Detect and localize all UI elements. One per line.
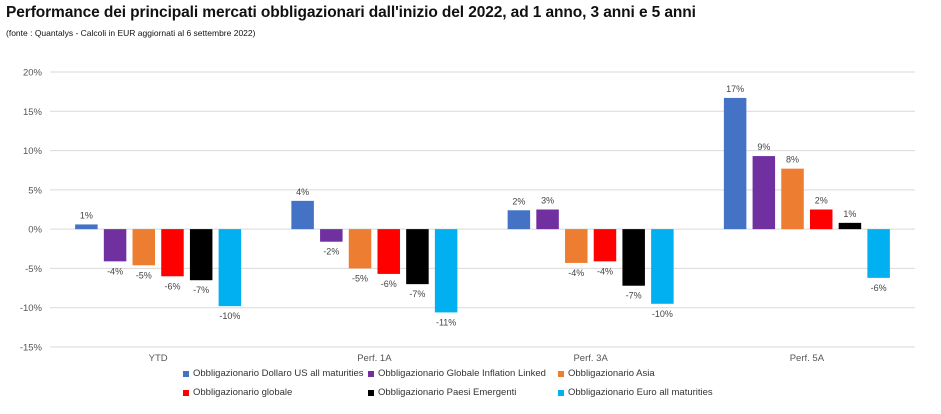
data-label: -4% [568,268,584,278]
data-label: -6% [381,279,397,289]
data-label: -5% [136,270,152,280]
bar [651,229,674,304]
y-tick-label: 15% [23,107,43,118]
x-tick-label: Perf. 1A [357,353,392,364]
data-label: -2% [323,247,339,257]
bar [867,229,890,278]
bar [377,229,400,274]
data-label: 2% [815,196,828,206]
bar [320,229,343,242]
bar [781,168,804,230]
legend-swatch [183,370,189,377]
legend-item: Obbligazionario Euro all maturities [558,387,738,398]
y-tick-label: 20% [23,68,43,79]
legend-label: Obbligazionario Paesi Emergenti [378,387,517,398]
data-label: -4% [597,266,613,276]
bar [752,156,776,230]
data-label: -7% [626,291,642,301]
bar [434,229,458,313]
data-label: 17% [726,84,744,94]
legend-swatch [368,389,374,396]
legend-label: Obbligazionario Dollaro US all maturitie… [193,368,364,379]
legend-item: Obbligazionario Paesi Emergenti [368,387,558,398]
legend-item: Obbligazionario Globale Inflation Linked [368,368,558,379]
legend-item: Obbligazionario Asia [558,368,738,379]
data-label: 3% [541,196,554,206]
data-label: -6% [164,281,180,291]
data-label: -10% [219,311,240,321]
bar [593,229,617,262]
data-label: 4% [296,187,309,197]
bar [507,210,531,230]
x-tick-label: Perf. 3A [573,353,608,364]
data-label: -4% [107,266,123,276]
bar [189,229,213,281]
y-tick-label: 0% [28,225,42,236]
bar [161,229,184,277]
legend-item: Obbligazionario Dollaro US all maturitie… [183,368,368,379]
y-tick-label: 10% [23,146,43,157]
bar [723,97,747,230]
legend-swatch [183,389,189,396]
data-label: -10% [652,309,673,319]
y-tick-label: -5% [25,264,42,275]
bar [132,229,156,266]
data-label: 2% [512,196,525,206]
legend-label: Obbligazionario globale [193,387,293,398]
x-tick-label: YTD [149,353,168,364]
legend-label: Obbligazionario Euro all maturities [568,387,713,398]
data-label: -7% [193,285,209,295]
y-tick-label: 5% [28,185,42,196]
legend-swatch [558,389,564,396]
bar [809,209,833,230]
legend-item: Obbligazionario globale [183,387,368,398]
legend-label: Obbligazionario Globale Inflation Linked [378,368,546,379]
bar [838,222,862,230]
data-label: -6% [871,283,887,293]
y-tick-label: -15% [20,343,43,354]
bar [406,229,429,285]
legend-label: Obbligazionario Asia [568,368,655,379]
bar [622,229,645,286]
legend-swatch [558,370,564,377]
bar [75,224,98,230]
data-label: 1% [843,209,856,219]
data-label: 1% [80,210,93,220]
legend-swatch [368,370,374,377]
bar [218,229,242,307]
data-label: -5% [352,273,368,283]
bar [565,229,588,263]
chart-title: Performance dei principali mercati obbli… [6,4,696,21]
chart-legend: Obbligazionario Dollaro US all maturitie… [183,368,743,398]
data-label: -7% [409,289,425,299]
bar [348,229,372,269]
y-tick-label: -10% [20,303,43,314]
data-label: -11% [436,317,456,327]
x-tick-label: Perf. 5A [790,353,825,364]
bar [103,229,127,262]
data-label: 8% [786,155,799,165]
chart-subtitle: (fonte : Quantalys - Calcoli in EUR aggi… [6,28,256,38]
data-label: 9% [757,142,770,152]
bar [291,200,314,230]
bar [536,209,559,230]
